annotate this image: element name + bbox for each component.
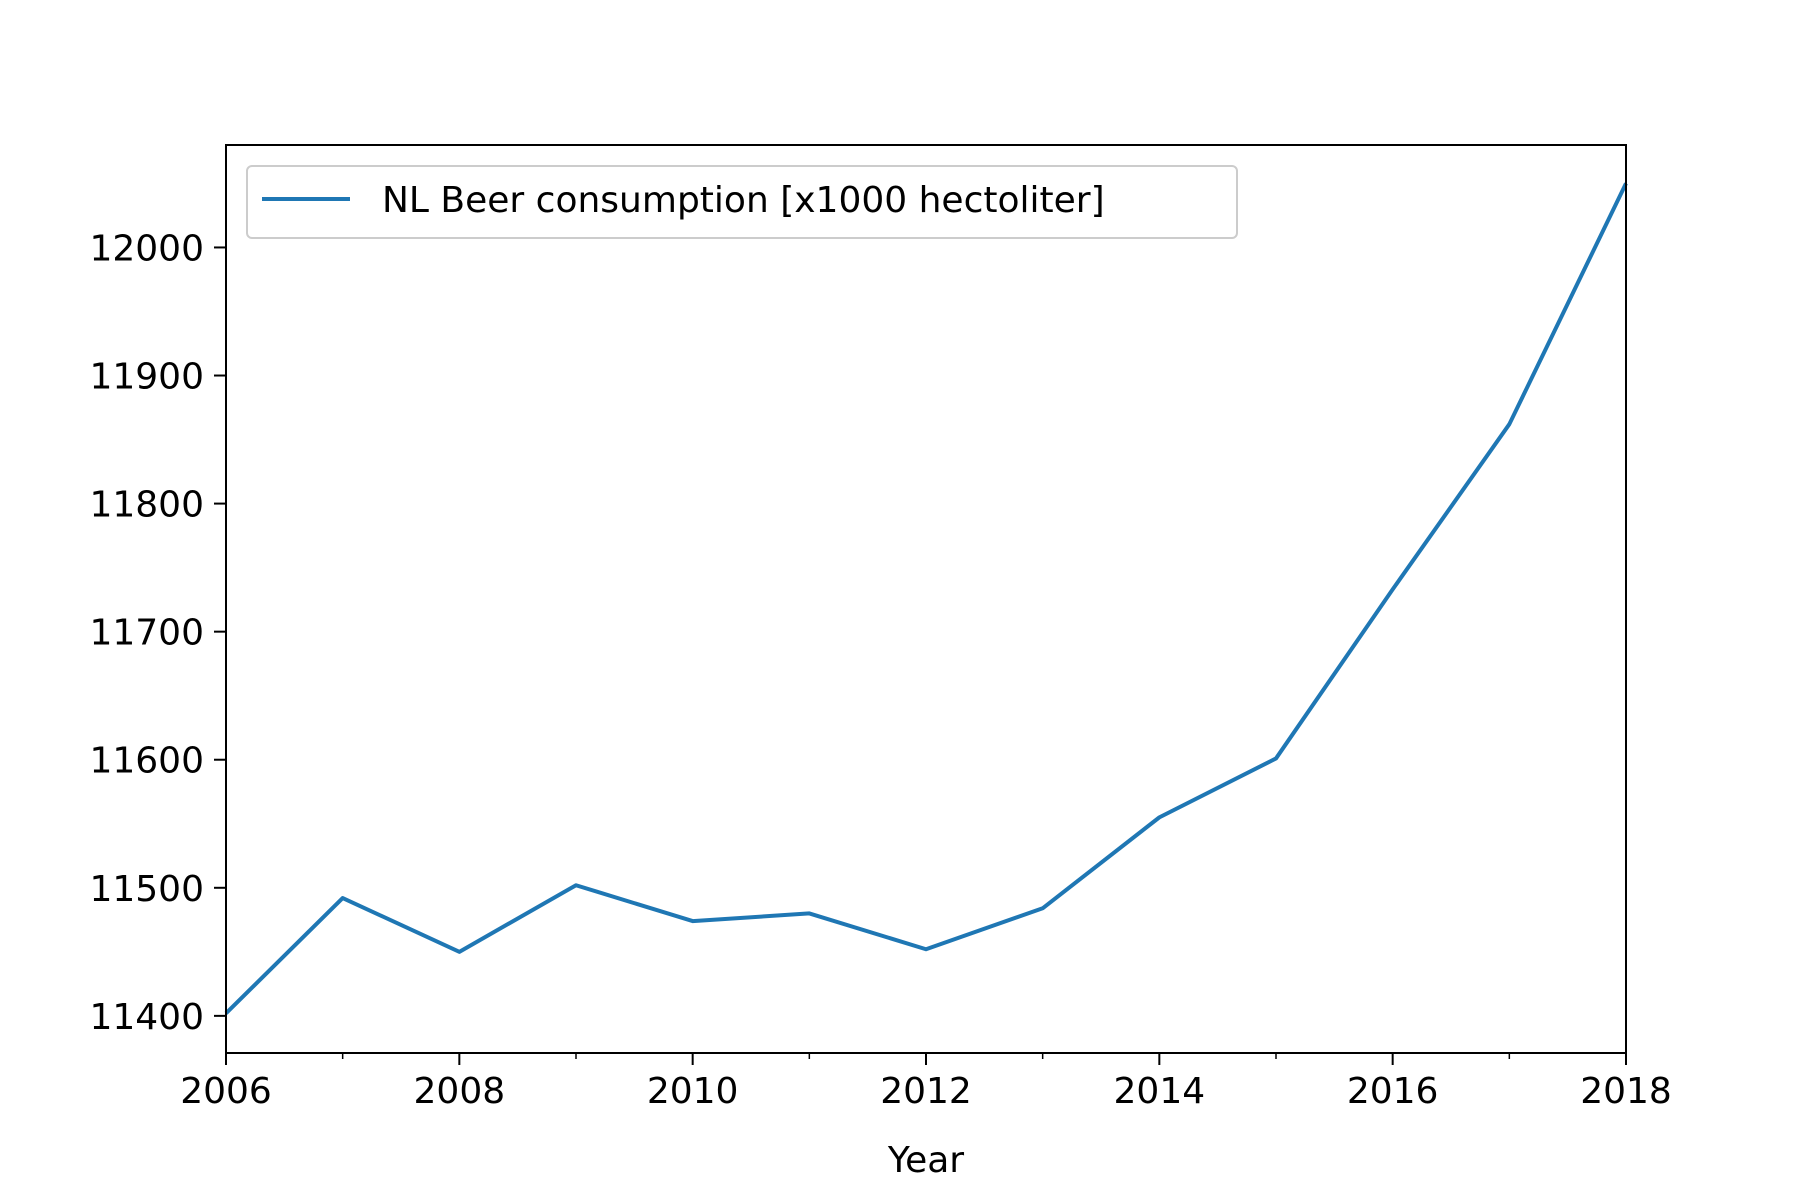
x-tick-label: 2006 bbox=[180, 1071, 272, 1112]
legend-label: NL Beer consumption [x1000 hectoliter] bbox=[382, 180, 1105, 221]
x-axis: 2006 2008 2010 2012 2014 2016 2018 bbox=[180, 1053, 1672, 1112]
y-tick-label: 11900 bbox=[89, 357, 204, 398]
x-tick-label: 2008 bbox=[414, 1071, 506, 1112]
x-tick-label: 2014 bbox=[1114, 1071, 1206, 1112]
y-tick-label: 11600 bbox=[89, 741, 204, 782]
plot-area bbox=[226, 145, 1626, 1053]
series-line-0 bbox=[224, 182, 1628, 1015]
y-tick-label: 11400 bbox=[89, 997, 204, 1038]
x-tick-label: 2016 bbox=[1347, 1071, 1439, 1112]
legend-box bbox=[246, 165, 1238, 239]
y-tick-label: 11500 bbox=[89, 869, 204, 910]
x-tick-label: 2018 bbox=[1580, 1071, 1672, 1112]
y-tick-label: 11800 bbox=[89, 485, 204, 526]
data-layer bbox=[224, 182, 1628, 1015]
y-tick-label: 12000 bbox=[89, 228, 204, 269]
x-axis-label: Year bbox=[887, 1140, 964, 1181]
x-tick-label: 2010 bbox=[647, 1071, 739, 1112]
legend: NL Beer consumption [x1000 hectoliter] bbox=[246, 165, 1238, 239]
x-tick-label: 2012 bbox=[880, 1071, 972, 1112]
y-tick-label: 11700 bbox=[89, 613, 204, 654]
y-axis: 11400 11500 11600 11700 11800 11900 12000 bbox=[89, 228, 226, 1038]
